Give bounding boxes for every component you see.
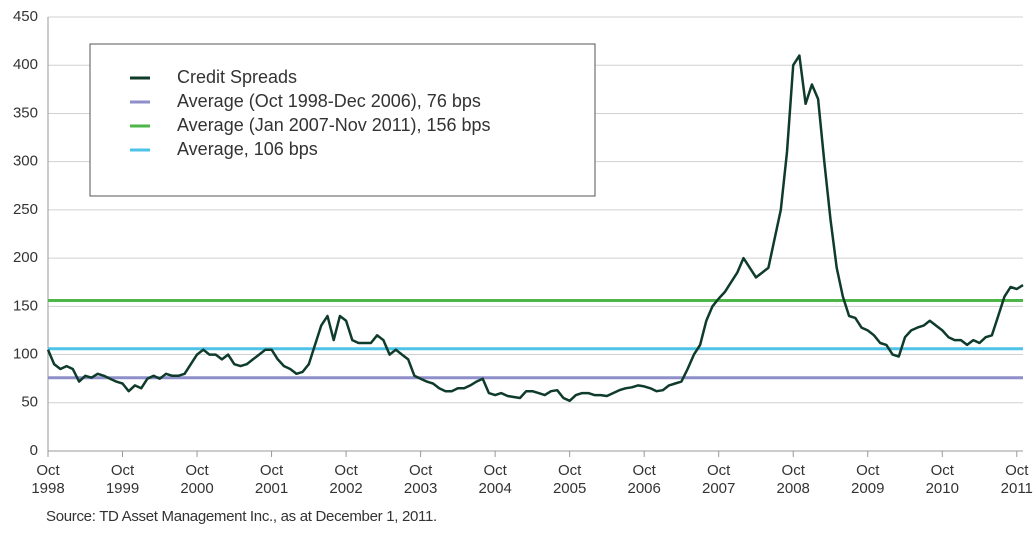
x-tick-label: Oct 2004 [478, 462, 512, 497]
x-tick-label: Oct 2011 [1000, 462, 1033, 497]
x-tick-label: Oct 2001 [254, 462, 289, 497]
y-tick-label: 300 [13, 153, 38, 170]
x-tick-label: Oct 2006 [627, 462, 661, 497]
x-tick-label: Oct 2003 [403, 462, 438, 497]
y-tick-label: 100 [13, 346, 38, 363]
legend-label: Average (Oct 1998-Dec 2006), 76 bps [177, 91, 481, 111]
y-tick-label: 50 [21, 394, 38, 411]
y-tick-label: 250 [13, 201, 38, 218]
x-tick-label: Oct 2002 [329, 462, 363, 497]
legend-label: Average (Jan 2007-Nov 2011), 156 bps [177, 115, 491, 135]
x-tick-label: Oct 2009 [851, 462, 885, 497]
x-tick-label: Oct 2005 [552, 462, 587, 497]
x-tick-label: Oct 1998 [31, 462, 65, 497]
x-tick-label: Oct 2008 [776, 462, 810, 497]
y-tick-label: 0 [30, 442, 38, 459]
y-tick-label: 350 [13, 104, 38, 121]
source-note: Source: TD Asset Management Inc., as at … [46, 508, 437, 525]
y-tick-label: 150 [13, 297, 38, 314]
x-tick-label: Oct 2000 [180, 462, 214, 497]
legend-label: Average, 106 bps [177, 139, 318, 159]
y-tick-label: 200 [13, 249, 38, 266]
x-tick-label: Oct 2010 [925, 462, 959, 497]
y-tick-label: 400 [13, 56, 38, 73]
legend-box [89, 43, 596, 197]
legend: Credit Spreads Average (Oct 1998-Dec 2006… [89, 43, 596, 197]
x-tick-label: Oct 1999 [105, 462, 140, 497]
x-tick-label: Oct 2007 [702, 462, 736, 497]
legend-label: Credit Spreads [177, 67, 297, 87]
y-tick-label: 450 [13, 8, 38, 25]
line-series [46, 54, 1024, 403]
